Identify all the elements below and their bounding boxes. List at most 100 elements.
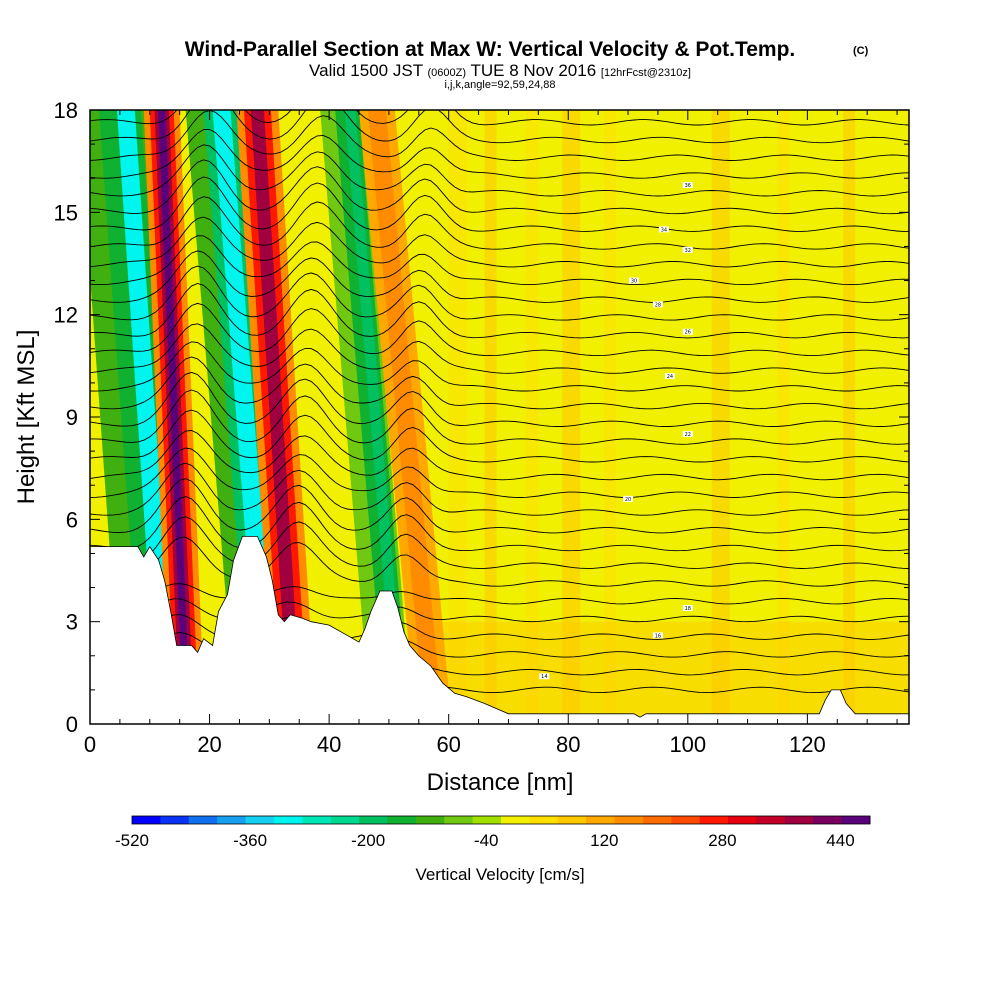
isentrope-label: 36 xyxy=(685,183,691,189)
colorbar-tick-label: 120 xyxy=(590,831,618,850)
isentrope-line xyxy=(90,516,909,569)
colorbar-swatch xyxy=(302,816,332,824)
colorbar-swatch xyxy=(188,816,218,824)
colorbar-swatch xyxy=(671,816,701,824)
colorbar-swatch xyxy=(160,816,190,824)
isentrope-label-box xyxy=(682,246,693,253)
colorbar-swatch xyxy=(501,816,530,824)
isentrope-line xyxy=(90,283,909,339)
isentrope-label-box xyxy=(682,182,693,189)
valid-prefix: Valid 1500 JST xyxy=(309,61,423,80)
field-stripe xyxy=(843,110,856,724)
colorbar-tick-label: -40 xyxy=(474,831,499,850)
colorbar-swatch xyxy=(756,816,786,824)
downdraft-core xyxy=(116,110,174,690)
isentrope-line xyxy=(90,536,909,587)
colorbar-title: Vertical Velocity [cm/s] xyxy=(415,865,584,884)
colorbar-tick-label: -360 xyxy=(233,831,267,850)
isentrope-label: 32 xyxy=(685,248,691,254)
field-stripe xyxy=(562,110,581,724)
isentrope-line xyxy=(90,128,909,179)
isentrope-line xyxy=(90,110,909,144)
updraft-core xyxy=(250,110,300,690)
axis-ticks: 0 20 40 60 80 100 120 0 36 9 12 15 18 xyxy=(54,98,909,757)
y-tick-label: 9 xyxy=(66,405,78,430)
isentrope-label: 28 xyxy=(655,302,661,308)
colorbar: -520 -360 -200 -40 120 280 440 xyxy=(115,815,871,850)
colorbar-swatch xyxy=(728,816,757,824)
x-tick-label: 100 xyxy=(669,732,706,757)
colorbar-swatch xyxy=(245,816,275,824)
x-tick-label: 120 xyxy=(789,732,826,757)
colorbar-swatch xyxy=(529,816,559,824)
isentrope-label: 26 xyxy=(685,330,691,336)
colorbar-swatch xyxy=(387,816,417,824)
x-tick-label: 80 xyxy=(556,732,580,757)
valid-date: TUE 8 Nov 2016 xyxy=(470,61,596,80)
x-tick-label: 20 xyxy=(197,732,221,757)
isentrope-line xyxy=(90,144,909,197)
isentrope-line xyxy=(90,478,909,534)
x-axis-label: Distance [nm] xyxy=(427,769,574,796)
isentrope-label-box xyxy=(664,373,675,380)
x-tick-label: 60 xyxy=(436,732,460,757)
valid-time-line: Valid 1500 JST (0600Z) TUE 8 Nov 2016 [1… xyxy=(309,61,691,80)
x-tick-label: 40 xyxy=(317,732,341,757)
isentrope-label-box xyxy=(629,277,640,284)
isentrope-line xyxy=(90,447,909,498)
colorbar-swatch xyxy=(614,816,644,824)
downdraft-core xyxy=(344,110,404,690)
colorbar-tick-label: 280 xyxy=(708,831,736,850)
y-tick-label: 0 xyxy=(66,712,78,737)
colorbar-swatch xyxy=(557,816,587,824)
valid-zulu: (0600Z) xyxy=(428,67,467,79)
isentrope-line xyxy=(90,110,909,161)
isentrope-label-box xyxy=(682,328,693,335)
isentrope-line xyxy=(90,302,909,357)
chart-title: Wind-Parallel Section at Max W: Vertical… xyxy=(185,38,796,61)
isentrope-line xyxy=(90,371,909,427)
isentrope-label-box xyxy=(539,673,550,680)
plot-area: 36 34 32 30 28 26 24 22 20 18 16 14 xyxy=(90,110,909,724)
isentrope-line xyxy=(90,496,909,552)
isentrope-line xyxy=(90,159,909,215)
isentrope-line xyxy=(90,176,909,232)
isentrope-line xyxy=(90,430,909,481)
forecast-run: [12hrFcst@2310z] xyxy=(601,67,691,79)
x-tick-label: 0 xyxy=(84,732,96,757)
isentrope-line xyxy=(90,389,909,445)
isentrope-label: 16 xyxy=(655,633,661,639)
colorbar-swatch xyxy=(132,816,161,824)
colorbar-swatch xyxy=(642,816,672,824)
isentrope-line xyxy=(90,462,909,516)
y-axis-label: Height [Kft MSL] xyxy=(13,330,40,505)
isentrope-line xyxy=(90,110,909,126)
field-stripe xyxy=(448,110,467,724)
isentrope-line xyxy=(90,196,909,250)
isentrope-label: 30 xyxy=(631,279,637,285)
isentrope-line xyxy=(90,323,909,374)
copyright-mark: (C) xyxy=(853,45,869,57)
isentrope-line xyxy=(90,409,909,463)
isentrope-label-box xyxy=(682,605,693,612)
y-tick-label: 18 xyxy=(54,98,78,123)
isentrope-label: 18 xyxy=(685,606,691,612)
colorbar-swatch xyxy=(813,816,843,824)
y-tick-label: 15 xyxy=(54,200,78,225)
isentrope-line xyxy=(90,235,909,286)
isentrope-label-box xyxy=(658,226,669,233)
colorbar-swatch xyxy=(841,816,871,824)
colorbar-tick-label: -200 xyxy=(351,831,385,850)
colorbar-frame xyxy=(131,815,871,825)
colorbar-tick-label: -520 xyxy=(115,831,149,850)
isentrope-label: 14 xyxy=(541,674,547,680)
colorbar-tick-label: 440 xyxy=(826,831,854,850)
colorbar-swatch xyxy=(359,816,388,824)
isentrope-line xyxy=(90,265,909,321)
isentrope-label: 20 xyxy=(625,497,631,503)
y-tick-label: 12 xyxy=(54,303,78,328)
y-tick-label: 6 xyxy=(66,507,78,532)
isentrope-line xyxy=(90,216,909,268)
isentrope-line xyxy=(90,356,909,410)
